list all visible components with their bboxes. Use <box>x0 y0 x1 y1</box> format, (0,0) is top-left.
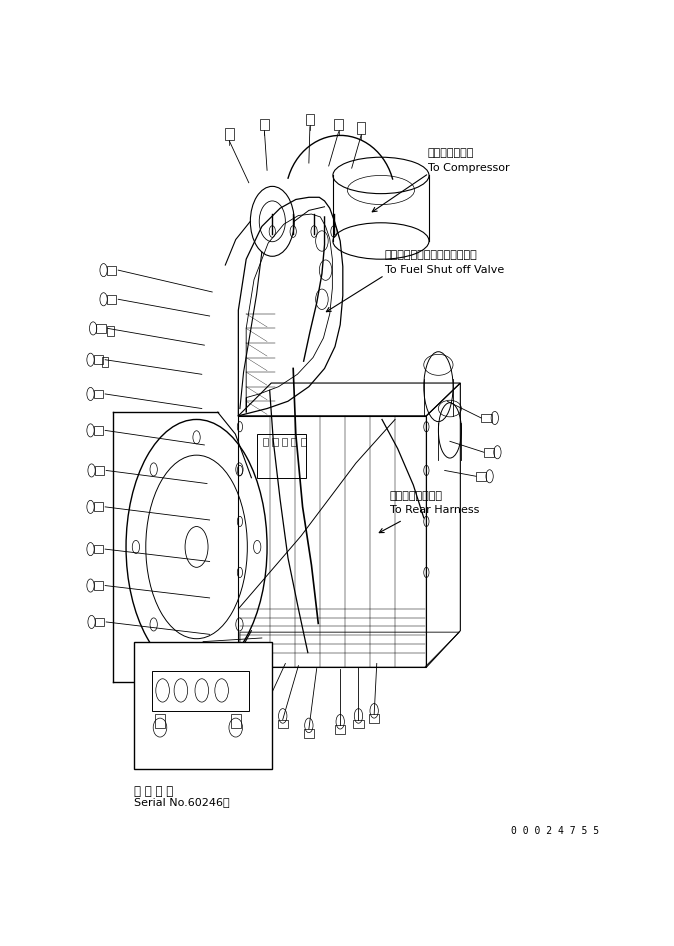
Text: 0 0 0 2 4 7 5 5: 0 0 0 2 4 7 5 5 <box>511 826 599 836</box>
Bar <box>481 413 492 422</box>
Bar <box>263 438 268 447</box>
Bar <box>94 356 103 364</box>
Bar <box>94 426 103 435</box>
Text: コンプレッサへ: コンプレッサへ <box>428 149 474 159</box>
Text: Serial No.60246～: Serial No.60246～ <box>134 797 230 807</box>
Text: To Rear Harness: To Rear Harness <box>390 505 479 516</box>
Bar <box>134 641 272 769</box>
Bar <box>225 128 234 140</box>
Bar <box>94 581 103 590</box>
Bar <box>484 447 494 457</box>
Bar <box>257 434 306 478</box>
Bar <box>272 438 278 447</box>
Bar <box>335 726 346 734</box>
Bar <box>260 118 269 131</box>
Bar <box>282 438 287 447</box>
Bar <box>94 390 103 398</box>
Bar <box>107 326 113 337</box>
Bar <box>301 438 306 447</box>
Text: リヤーハーネスへ: リヤーハーネスへ <box>390 491 443 500</box>
Bar <box>94 545 103 553</box>
Text: 適 用 号 機: 適 用 号 機 <box>134 785 173 798</box>
Bar <box>476 472 487 481</box>
Bar <box>155 714 165 727</box>
Bar <box>94 466 104 475</box>
Bar <box>334 118 343 131</box>
Bar <box>357 122 365 134</box>
Bar <box>152 671 249 710</box>
Bar <box>106 295 116 304</box>
Text: To Compressor: To Compressor <box>428 163 510 173</box>
Bar <box>306 114 314 125</box>
Bar <box>94 618 104 626</box>
Bar <box>96 324 106 333</box>
Bar <box>369 714 379 723</box>
Bar <box>303 729 314 738</box>
Bar <box>291 438 297 447</box>
Bar <box>257 714 267 723</box>
Bar <box>231 714 241 727</box>
Bar <box>353 720 364 728</box>
Text: To Fuel Shut off Valve: To Fuel Shut off Valve <box>385 265 504 275</box>
Bar <box>94 502 103 511</box>
Bar <box>102 357 109 367</box>
Text: フィエルシャットオフバルブへ: フィエルシャットオフバルブへ <box>385 251 477 260</box>
Bar <box>106 266 116 274</box>
Bar <box>278 720 288 728</box>
